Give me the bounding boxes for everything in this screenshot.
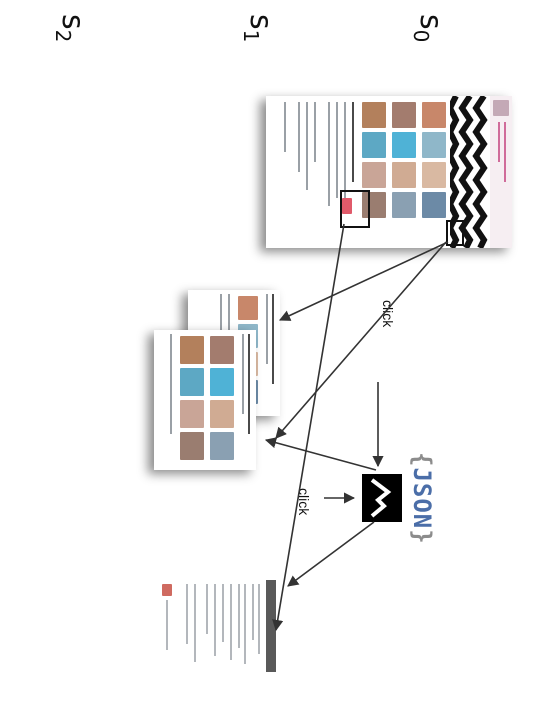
arrow-model-to-s2 [287, 521, 375, 587]
arrow-model-to-s1 [264, 437, 377, 471]
s0-chevron-banner [450, 96, 490, 248]
state-s0-screenshot [266, 96, 512, 248]
arrow-thumbnail-to-s1 [275, 241, 447, 439]
arrow-thumbnail-to-s1-back [278, 241, 449, 321]
arrow-search-to-s2 [272, 223, 345, 632]
image-model-icon [362, 474, 402, 522]
